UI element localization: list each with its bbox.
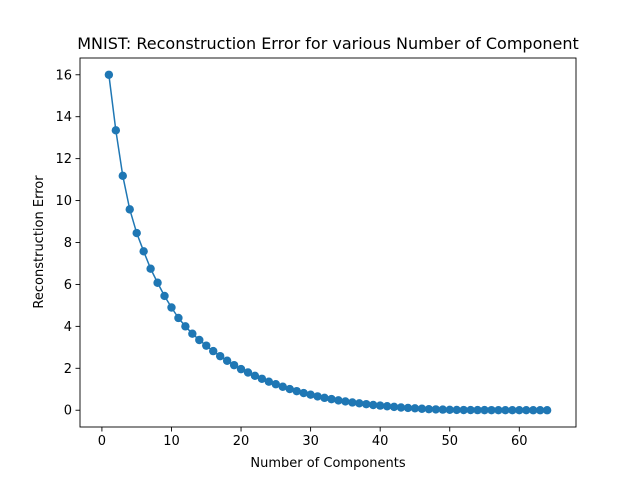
data-point [334, 396, 343, 405]
data-point [271, 380, 281, 389]
data-point [160, 291, 169, 301]
data-point [355, 399, 364, 408]
data-point [104, 70, 114, 79]
data-point [236, 364, 246, 374]
data-point [480, 405, 489, 415]
data-point [181, 322, 190, 331]
data-point [459, 405, 468, 415]
x-axis: 0 10 20 30 40 50 60 [98, 427, 528, 449]
y-tick-label: 2 [64, 362, 72, 377]
data-point [146, 264, 155, 273]
data-point [327, 394, 336, 404]
data-point [174, 313, 183, 323]
x-axis-label: Number of Components [250, 456, 405, 471]
data-point [375, 401, 385, 410]
x-tick-label: 30 [302, 434, 319, 449]
data-point [494, 405, 503, 415]
data-point [195, 335, 204, 345]
data-point [250, 371, 260, 381]
data-point [501, 405, 510, 415]
data-point [202, 341, 211, 350]
data-point [452, 405, 461, 415]
y-tick-label: 12 [55, 152, 72, 167]
data-point [229, 360, 239, 370]
data-point [508, 406, 517, 415]
data-point [466, 405, 475, 415]
x-tick-label: 50 [441, 434, 458, 449]
data-point [243, 368, 253, 377]
data-point [313, 392, 322, 401]
data-point [306, 390, 315, 399]
data-point [515, 406, 524, 415]
data-point [362, 399, 371, 409]
data-point [215, 351, 225, 361]
data-point [209, 346, 218, 356]
data-point [285, 384, 294, 394]
data-point [403, 403, 413, 413]
y-tick-label: 8 [64, 236, 72, 251]
data-point [222, 356, 232, 365]
data-point [438, 405, 447, 414]
y-tick-label: 4 [64, 320, 72, 335]
data-point [396, 403, 406, 412]
chart-title: MNIST: Reconstruction Error for various … [77, 34, 579, 53]
data-point [389, 402, 399, 412]
data-point [139, 247, 148, 256]
data-point [410, 404, 420, 413]
data-point [424, 404, 434, 414]
data-point [153, 278, 162, 287]
data-point [431, 405, 441, 414]
data-point [118, 171, 127, 181]
data-point [522, 406, 531, 415]
x-tick-label: 0 [98, 434, 106, 449]
data-point [417, 404, 427, 413]
data-point [369, 400, 378, 410]
x-tick-label: 20 [233, 434, 250, 449]
data-point [292, 386, 301, 396]
y-tick-label: 6 [64, 278, 72, 293]
y-tick-label: 10 [55, 194, 72, 209]
data-point [487, 405, 496, 415]
data-point [348, 398, 357, 407]
y-tick-label: 14 [55, 110, 72, 125]
data-point [278, 382, 287, 391]
data-point [125, 205, 134, 214]
data-point [111, 126, 121, 135]
data-point [320, 393, 329, 403]
x-tick-label: 40 [372, 434, 389, 449]
data-point [542, 406, 552, 415]
data-point [529, 406, 538, 415]
y-axis: 0 2 4 6 8 10 12 14 16 [55, 68, 80, 419]
data-point [299, 388, 308, 398]
data-point [341, 397, 350, 406]
data-point [382, 402, 392, 411]
data-point [167, 303, 176, 312]
data-point [535, 406, 545, 415]
data-point [445, 405, 454, 415]
y-tick-label: 0 [64, 404, 72, 419]
y-tick-label: 16 [55, 68, 72, 83]
data-point [473, 405, 482, 415]
x-tick-label: 10 [163, 434, 180, 449]
data-point [257, 374, 267, 383]
data-point [188, 329, 197, 338]
data-point [132, 228, 141, 238]
y-axis-label: Reconstruction Error [32, 175, 47, 309]
x-tick-label: 60 [511, 434, 528, 449]
data-point [264, 377, 274, 386]
